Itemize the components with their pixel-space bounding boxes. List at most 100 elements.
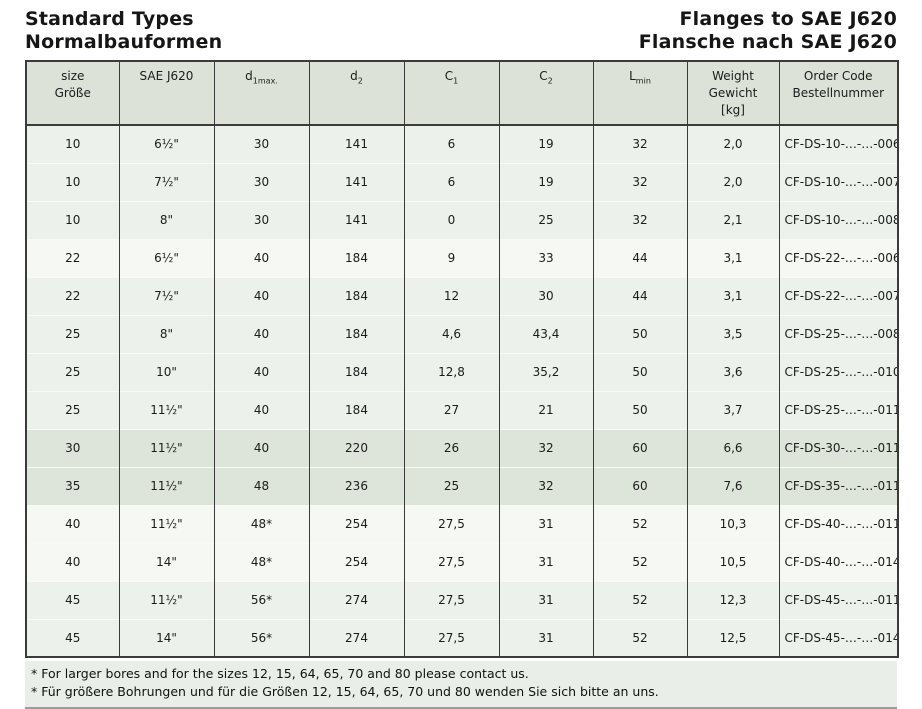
table-cell: 12,5 [686,618,779,657]
table-row: 35 11½" 48 236 25 32 60 7,6 CF-DS-35-…-…-011 [26,466,898,505]
table-cell: 10 [26,125,119,163]
table-cell: 27,5 [403,618,499,657]
table-cell: 10" [118,352,214,391]
table-cell: 40 [213,276,309,315]
table-cell: 35,2 [498,352,593,391]
table-cell: 7½" [118,162,214,201]
table-cell: 3,7 [686,390,779,429]
table-cell: 60 [592,428,687,467]
order-code-cell: CF-DS-22-…-…-006 [778,238,898,277]
table-cell: 30 [213,200,309,239]
col-header-d1max: d1max. [213,61,309,126]
table-row: 45 14" 56* 274 27,5 31 52 12,5 CF-DS-45-…-…-014 [26,618,898,657]
table-cell: 2,0 [686,125,779,163]
table-cell: 11½" [118,504,214,543]
table-cell: 40 [213,352,309,391]
table-cell: 40 [26,542,119,581]
table-cell: 10,5 [686,542,779,581]
table-cell: 236 [308,466,404,505]
title-en: Standard Types [25,8,194,30]
table-cell: 52 [592,504,687,543]
order-code-cell: CF-DS-30-…-…-011 [778,428,898,467]
order-code-cell: CF-DS-45-…-…-011 [778,580,898,619]
table-cell: 31 [498,580,593,619]
order-code-cell: CF-DS-40-…-…-014 [778,542,898,581]
table-cell: 220 [308,428,404,467]
table-cell: 40 [213,390,309,429]
table-cell: 184 [308,314,404,353]
table-cell: 35 [26,466,119,505]
table-cell: 184 [308,352,404,391]
table-cell: 52 [592,542,687,581]
table-cell: 3,6 [686,352,779,391]
table-cell: 30 [498,276,593,315]
table-cell: 3,1 [686,276,779,315]
table-cell: 14" [118,618,214,657]
col-header-order-code: Order Code Bestellnummer [778,61,898,126]
table-cell: 11½" [118,580,214,619]
table-row: 25 10" 40 184 12,8 35,2 50 3,6 CF-DS-25-…-…-010 [26,352,898,391]
table-row: 40 11½" 48* 254 27,5 31 52 10,3 CF-DS-40-…-…-011 [26,504,898,543]
table-row: 22 6½" 40 184 9 33 44 3,1 CF-DS-22-…-…-006 [26,238,898,277]
table-cell: 6 [403,125,499,163]
table-body: 10 6½" 30 141 6 19 32 2,0 CF-DS-10-…-…-006 10 7½" 3… [26,125,898,657]
table-cell: 48* [213,504,309,543]
page-title-right: Flanges to SAE J620 Flansche nach SAE J6… [639,8,897,54]
table-row: 25 8" 40 184 4,6 43,4 50 3,5 CF-DS-25-…-…-008 [26,314,898,353]
table-cell: 25 [26,352,119,391]
order-code-cell: CF-DS-35-…-…-011 [778,466,898,505]
table-cell: 27 [403,390,499,429]
table-row: 22 7½" 40 184 12 30 44 3,1 CF-DS-22-…-…-007 [26,276,898,315]
table-cell: 50 [592,314,687,353]
table-cell: 184 [308,276,404,315]
table-cell: 6½" [118,238,214,277]
table-cell: 12,8 [403,352,499,391]
table-row: 10 7½" 30 141 6 19 32 2,0 CF-DS-10-…-…-007 [26,162,898,201]
footnotes: * For larger bores and for the sizes 12,… [25,661,897,709]
table-cell: 32 [498,428,593,467]
table-cell: 141 [308,162,404,201]
table-cell: 25 [26,314,119,353]
order-code-cell: CF-DS-40-…-…-011 [778,504,898,543]
table-cell: 45 [26,618,119,657]
order-code-cell: CF-DS-10-…-…-007 [778,162,898,201]
table-cell: 10 [26,200,119,239]
table-cell: 25 [403,466,499,505]
table-cell: 50 [592,390,687,429]
table-cell: 274 [308,580,404,619]
col-header-c2: C2 [498,61,593,126]
table-cell: 32 [592,200,687,239]
table-cell: 7,6 [686,466,779,505]
table-cell: 11½" [118,466,214,505]
table-cell: 32 [592,162,687,201]
table-cell: 19 [498,162,593,201]
table-cell: 7½" [118,276,214,315]
title-de: Normalbauformen [25,31,223,53]
table-cell: 40 [213,238,309,277]
table-cell: 40 [26,504,119,543]
table-cell: 30 [213,162,309,201]
table-cell: 184 [308,390,404,429]
table-cell: 8" [118,314,214,353]
table-cell: 48 [213,466,309,505]
table-cell: 22 [26,238,119,277]
table-row: 10 6½" 30 141 6 19 32 2,0 CF-DS-10-…-…-006 [26,125,898,163]
table-cell: 60 [592,466,687,505]
table-cell: 8" [118,200,214,239]
table-cell: 31 [498,618,593,657]
table-cell: 3,1 [686,238,779,277]
flange-spec-table: size Größe SAE J620 d1max. d2 C1 C2 Lmin [25,60,899,658]
table-cell: 30 [26,428,119,467]
table-cell: 19 [498,125,593,163]
table-cell: 14" [118,542,214,581]
table-cell: 25 [498,200,593,239]
table-cell: 10 [26,162,119,201]
table-cell: 32 [592,125,687,163]
table-cell: 0 [403,200,499,239]
col-header-sae-j620: SAE J620 [118,61,214,126]
table-row: 45 11½" 56* 274 27,5 31 52 12,3 CF-DS-45-…-…-011 [26,580,898,619]
table-cell: 21 [498,390,593,429]
table-cell: 184 [308,238,404,277]
subtitle-de: Flansche nach SAE J620 [638,31,897,53]
table-row: 25 11½" 40 184 27 21 50 3,7 CF-DS-25-…-…-011 [26,390,898,429]
